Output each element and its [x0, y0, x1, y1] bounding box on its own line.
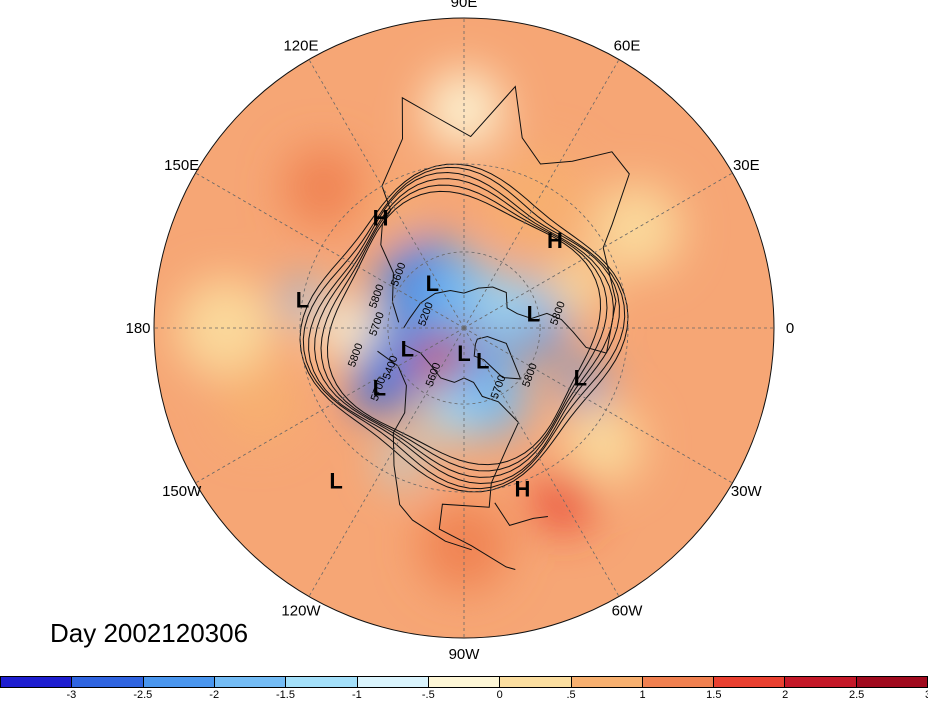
- anomaly-blob: [417, 251, 498, 332]
- anomaly-blob: [351, 359, 408, 416]
- anomaly-blob: [562, 404, 643, 485]
- colorbar-swatch: [143, 677, 215, 687]
- colorbar-swatch: [1, 677, 73, 687]
- colorbar-tick-label: 0: [496, 689, 503, 701]
- colorbar-swatch: [357, 677, 429, 687]
- meridian-line: [463, 59, 620, 329]
- anomaly-blob: [175, 278, 276, 378]
- longitude-label: 30E: [733, 157, 760, 174]
- colorbar-swatch: [571, 677, 643, 687]
- longitude-label: 180: [125, 320, 150, 337]
- meridian-line: [195, 327, 465, 484]
- longitude-label: 150E: [164, 157, 199, 174]
- colorbar-tick-label: 3: [925, 689, 928, 701]
- colorbar-tick-label: -3: [66, 689, 77, 701]
- anomaly-blob: [487, 149, 588, 250]
- graticule: [154, 18, 774, 638]
- coastline: [402, 343, 520, 570]
- longitude-label: 60W: [612, 602, 644, 619]
- anomaly-blob: [479, 276, 540, 337]
- anomaly-blob: [282, 279, 323, 320]
- anomaly-blob: [219, 362, 300, 443]
- longitude-label: 60E: [614, 38, 641, 55]
- longitude-label: 0: [786, 320, 794, 337]
- colorbar-swatch: [642, 677, 715, 687]
- meridian-line: [463, 327, 733, 484]
- longitude-label: 30W: [731, 483, 763, 500]
- map-border: [153, 17, 775, 639]
- coastline: [403, 286, 607, 354]
- low-pressure-marker: L: [476, 348, 489, 373]
- colorbar-tick-label: 2.5: [848, 689, 865, 701]
- meridian-line: [463, 327, 620, 597]
- high-pressure-marker: H: [547, 228, 563, 253]
- colorbar-swatch: [714, 677, 786, 687]
- anomaly-blob: [562, 361, 607, 406]
- colorbar-swatch: [72, 677, 144, 687]
- colorbar-swatch: [214, 677, 287, 687]
- low-pressure-marker: L: [527, 301, 540, 326]
- colorbar: -3 -2.5 -2 -1.5 -1 -.5 0 .5 1 1.5 2 2.5 3: [0, 676, 928, 702]
- colorbar-swatch: [856, 677, 928, 687]
- colorbar-tick-label: 1: [639, 689, 646, 701]
- low-pressure-marker: L: [401, 337, 414, 362]
- longitude-label: 120E: [283, 38, 318, 55]
- colorbar-tick-label: -2: [209, 689, 220, 701]
- colorbar-tick-label: -.5: [421, 689, 435, 701]
- colorbar-tick-label: .5: [566, 689, 576, 701]
- colorbar-ticks: -3 -2.5 -2 -1.5 -1 -.5 0 .5 1 1.5 2 2.5 3: [0, 688, 928, 702]
- colorbar-swatches: [0, 676, 928, 688]
- latitude-circle: [387, 251, 541, 405]
- anomaly-field: [175, 70, 682, 591]
- meridian-line: [308, 59, 465, 329]
- anomaly-blob: [316, 298, 377, 358]
- colorbar-tick-label: 2: [782, 689, 789, 701]
- colorbar-tick-label: -2.5: [133, 689, 153, 701]
- meridian-line: [308, 327, 465, 597]
- low-pressure-marker: L: [296, 288, 309, 313]
- low-pressure-marker: L: [457, 341, 470, 366]
- coastline: [380, 85, 630, 354]
- high-pressure-marker: H: [514, 476, 530, 501]
- anomaly-blob: [283, 147, 364, 228]
- longitude-label: 150W: [162, 483, 202, 500]
- low-pressure-marker: L: [329, 468, 342, 493]
- colorbar-swatch: [500, 677, 572, 687]
- colorbar-tick-label: -1: [352, 689, 362, 701]
- longitude-label: 90W: [449, 646, 481, 663]
- anomaly-blob: [423, 391, 474, 442]
- low-pressure-marker: L: [373, 375, 386, 400]
- coastline: [494, 502, 548, 526]
- meridian-line: [195, 172, 465, 329]
- colorbar-swatch: [428, 677, 501, 687]
- low-pressure-marker: L: [426, 271, 439, 296]
- longitude-label: 90E: [451, 0, 478, 11]
- longitude-label: 120W: [281, 602, 321, 619]
- low-pressure-marker: L: [574, 365, 587, 390]
- colorbar-tick-label: 1.5: [706, 689, 722, 701]
- longitude-labels: 90E 60E 30E 0 30W 60W 90W 120W 150W 180 150E 120E: [125, 0, 794, 663]
- colorbar-swatch: [785, 677, 857, 687]
- colorbar-tick-label: -1.5: [276, 689, 295, 701]
- meridian-line: [463, 172, 733, 329]
- anomaly-blob: [437, 334, 470, 367]
- high-pressure-marker: H: [373, 205, 389, 230]
- anomaly-blob: [381, 442, 422, 483]
- day-label: Day 2002120306: [50, 618, 249, 648]
- colorbar-swatch: [286, 677, 358, 687]
